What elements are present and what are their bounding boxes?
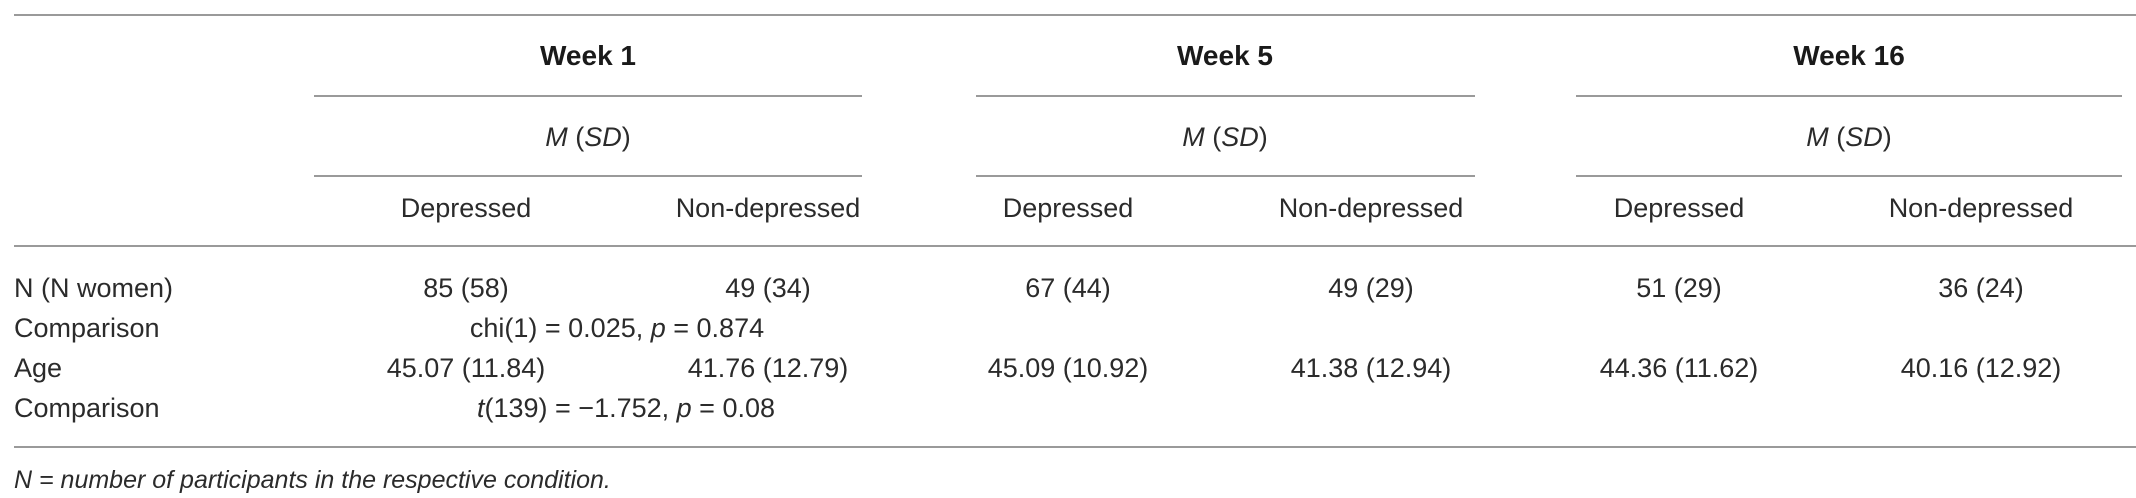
row-label-comparison-1: Comparison bbox=[14, 313, 160, 343]
age-cell: 45.07 (11.84) bbox=[386, 353, 546, 383]
sub-depressed-week5: Depressed bbox=[1002, 193, 1134, 223]
week1-rule-2 bbox=[314, 175, 862, 177]
sub-depressed-week1: Depressed bbox=[400, 193, 532, 223]
n-cell: 49 (34) bbox=[725, 273, 811, 303]
week16-rule-2 bbox=[1576, 175, 2122, 177]
sub-nondepressed-week16: Non-depressed bbox=[1888, 193, 2074, 223]
comparison-t-cell: t(139) = −1.752, p = 0.08 bbox=[476, 393, 776, 423]
age-cell: 40.16 (12.92) bbox=[1900, 353, 2062, 383]
age-cell: 44.36 (11.62) bbox=[1599, 353, 1759, 383]
row-label-n: N (N women) bbox=[14, 273, 174, 303]
age-cell: 41.76 (12.79) bbox=[687, 353, 849, 383]
week-1-heading: Week 1 bbox=[540, 40, 636, 71]
n-cell: 49 (29) bbox=[1328, 273, 1414, 303]
sub-nondepressed-week5: Non-depressed bbox=[1278, 193, 1464, 223]
sub-depressed-week16: Depressed bbox=[1613, 193, 1745, 223]
week5-rule-1 bbox=[976, 95, 1475, 97]
n-cell: 36 (24) bbox=[1938, 273, 2024, 303]
week-5-heading: Week 5 bbox=[1177, 40, 1273, 71]
week1-rule-1 bbox=[314, 95, 862, 97]
msd-heading-week1: M (SD) bbox=[545, 122, 631, 152]
week-16-heading: Week 16 bbox=[1793, 40, 1905, 71]
table-footnote: N = number of participants in the respec… bbox=[14, 466, 611, 494]
msd-heading-week16: M (SD) bbox=[1806, 122, 1892, 152]
msd-heading-week5: M (SD) bbox=[1182, 122, 1268, 152]
sub-nondepressed-week1: Non-depressed bbox=[675, 193, 861, 223]
top-rule bbox=[14, 14, 2136, 16]
n-cell: 85 (58) bbox=[423, 273, 509, 303]
row-label-comparison-2: Comparison bbox=[14, 393, 160, 423]
week5-rule-2 bbox=[976, 175, 1475, 177]
week16-rule-1 bbox=[1576, 95, 2122, 97]
age-cell: 45.09 (10.92) bbox=[987, 353, 1149, 383]
n-cell: 51 (29) bbox=[1636, 273, 1722, 303]
table-bottom-rule bbox=[14, 446, 2136, 448]
header-bottom-rule bbox=[14, 245, 2136, 247]
comparison-chi-cell: chi(1) = 0.025, p = 0.874 bbox=[469, 313, 765, 343]
age-cell: 41.38 (12.94) bbox=[1290, 353, 1452, 383]
row-label-age: Age bbox=[14, 353, 63, 383]
n-cell: 67 (44) bbox=[1025, 273, 1111, 303]
